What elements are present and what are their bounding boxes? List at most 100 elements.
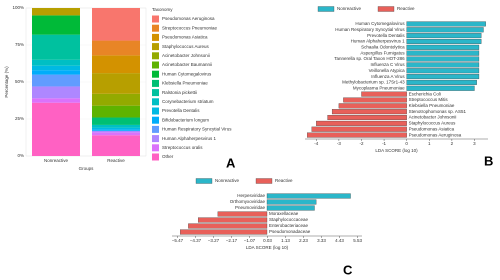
bar-segment	[92, 8, 140, 41]
legend-label: Streptococcus Pneumoniae	[162, 25, 218, 30]
bar	[406, 50, 480, 56]
category-label: Acinetobacter Johnsonii	[409, 115, 457, 120]
legend-label: Acinetobacter Johnsonii	[162, 53, 210, 58]
y-tick-label: 0%	[17, 153, 24, 158]
bar	[338, 103, 407, 109]
x-tick-label: 3.33	[317, 238, 326, 243]
x-tick-label: 2	[451, 141, 454, 146]
x-tick-label: 2.23	[299, 238, 308, 243]
legend-label: Staphylococcus Aureus	[162, 44, 210, 49]
x-tick-label: −1.07	[244, 238, 256, 243]
bar-segment	[32, 65, 80, 71]
category-label: Methylobacterium sp. 17Sr1-43	[342, 80, 405, 85]
legend-swatch	[195, 178, 213, 184]
legend-label: Nonreactive	[337, 6, 362, 11]
legend-label: Reactive	[397, 6, 415, 11]
bar-segment	[32, 98, 80, 103]
category-label: Staphylococcus Aureus	[409, 121, 457, 126]
x-tick-label: −4.37	[190, 238, 202, 243]
legend-swatch	[377, 6, 395, 12]
legend-label: Pseudomonas Asiatica	[162, 35, 208, 40]
bar-segment	[32, 34, 80, 60]
x-tick-label: 3	[473, 141, 476, 146]
bar	[361, 91, 407, 97]
x-tick-label: 1.13	[281, 238, 290, 243]
bar-segment	[92, 40, 140, 56]
x-tick-label: 1	[428, 141, 431, 146]
bar-segment	[32, 59, 80, 66]
x-axis-title: LDA SCORE (log 10)	[375, 148, 418, 153]
legend-label: Streptococcus oralis	[162, 145, 203, 150]
legend-label: Other	[162, 154, 174, 159]
category-label: Pneumoviridae	[235, 205, 266, 210]
legend-swatch	[152, 43, 159, 51]
y-tick-label: 75%	[15, 42, 24, 47]
bar-segment	[92, 127, 140, 130]
bar-segment	[92, 93, 140, 106]
bar	[406, 21, 486, 27]
x-tick-label: Nonreactive	[44, 158, 69, 163]
bar-segment	[32, 8, 80, 16]
y-axis-title: Percentage (%)	[4, 66, 9, 98]
category-label: Aspergillus Fumigatus	[360, 50, 405, 55]
y-tick-label: 50%	[15, 79, 24, 84]
legend-swatch	[152, 107, 159, 115]
x-tick-label: -3	[337, 141, 341, 146]
bar-segment	[92, 55, 140, 74]
category-label: Herpesviridae	[237, 193, 265, 198]
bar	[217, 211, 268, 217]
legend-label: Corynebacterium striatum	[162, 99, 214, 104]
category-label: Escherichia Coli	[409, 91, 441, 96]
bar-segment	[32, 102, 80, 156]
category-label: Enterobacteriaceae	[269, 223, 309, 228]
x-tick-label: 4.43	[335, 238, 344, 243]
legend-label: Bifidobacterium longum	[162, 117, 209, 122]
category-label: Pseudomonas Aeruginosa	[409, 132, 462, 137]
bar	[406, 85, 475, 91]
bar	[180, 229, 268, 235]
legend-swatch	[152, 153, 159, 161]
bar-segment	[32, 70, 80, 75]
bar-segment	[32, 74, 80, 87]
category-label: Pseudomonas Asiatica	[409, 126, 455, 131]
legend-swatch	[317, 6, 335, 12]
legend-label: Acinetobacter Baumannii	[162, 62, 212, 67]
category-label: Human Cytomegalovirus	[355, 21, 405, 26]
bar	[307, 132, 407, 138]
category-label: Klebsiella Pneumoniae	[409, 103, 455, 108]
x-tick-label: −5.47	[172, 238, 184, 243]
bar	[327, 115, 407, 121]
bar	[406, 68, 480, 74]
x-tick-label: -2	[359, 141, 363, 146]
x-tick-label: -4	[314, 141, 318, 146]
bar-segment	[92, 129, 140, 131]
legend-swatch	[152, 24, 159, 32]
category-label: Human Respiratory Syncytial Virus	[335, 27, 405, 32]
x-axis-title: Groups	[79, 166, 95, 171]
category-label: Influenza C Virus	[370, 62, 405, 67]
category-label: Influenza A Virus	[371, 74, 405, 79]
bar-segment	[92, 135, 140, 156]
bar	[343, 97, 407, 103]
panel-letter: A	[226, 155, 236, 170]
x-tick-label: Reactive	[107, 158, 125, 163]
x-tick-label: −3.27	[208, 238, 220, 243]
panel-letter: B	[484, 153, 493, 168]
x-tick-label: -1	[382, 141, 386, 146]
legend-label: Human Cytomegalovirus	[162, 71, 212, 76]
bar	[198, 217, 268, 223]
panel-letter: C	[343, 262, 353, 277]
category-label: Staphylococcaceae	[269, 217, 309, 222]
legend-swatch	[255, 178, 273, 184]
legend-swatch	[152, 116, 159, 124]
bar	[266, 199, 317, 205]
bar	[266, 205, 315, 211]
legend-label: Klebsiella Pneumoniae	[162, 81, 208, 86]
bar	[406, 62, 480, 68]
legend-swatch	[152, 98, 159, 106]
legend-label: Pseudomonas Aeruginosa	[162, 16, 215, 21]
legend-swatch	[152, 70, 159, 78]
legend-swatch	[152, 125, 159, 133]
